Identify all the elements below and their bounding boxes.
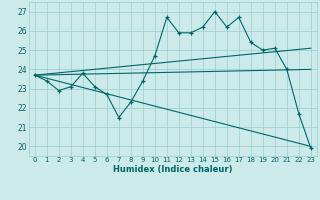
X-axis label: Humidex (Indice chaleur): Humidex (Indice chaleur) <box>113 165 233 174</box>
